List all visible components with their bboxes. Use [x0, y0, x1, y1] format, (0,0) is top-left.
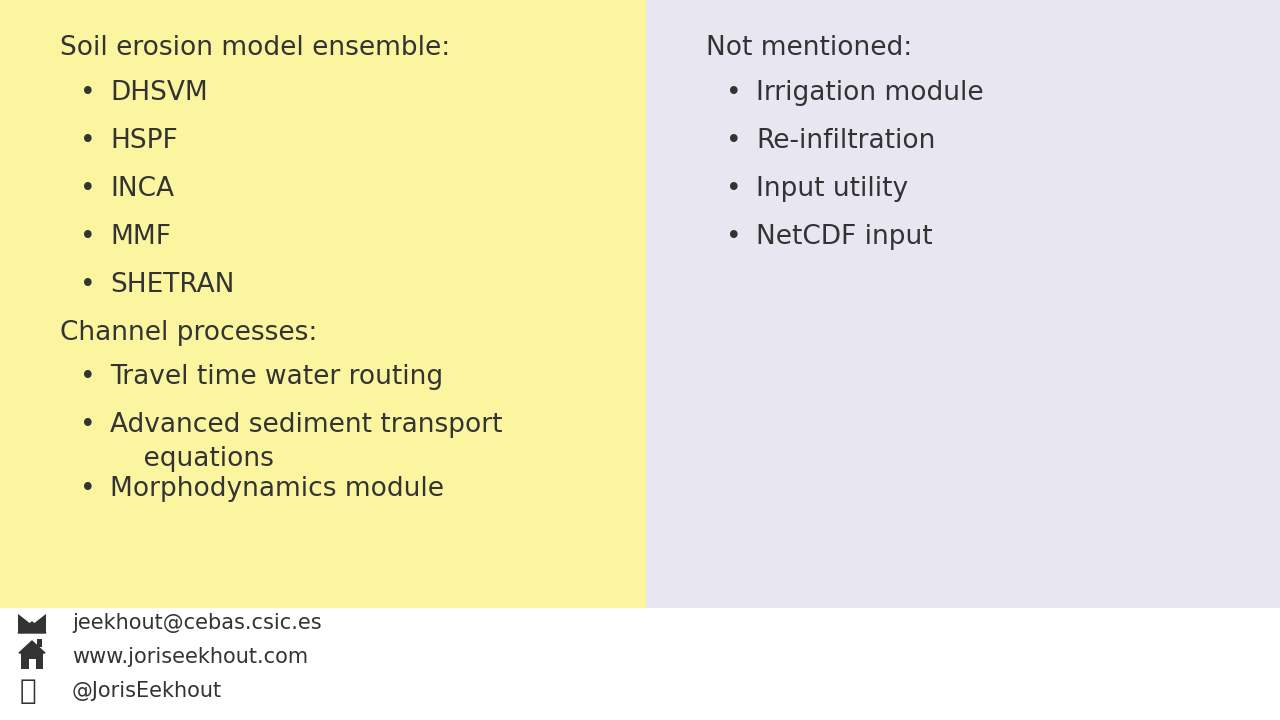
Polygon shape [19, 641, 45, 653]
Text: 🐦: 🐦 [20, 677, 37, 705]
Text: •: • [79, 80, 96, 106]
Text: •: • [727, 80, 742, 106]
Text: equations: equations [110, 446, 274, 472]
Text: Soil erosion model ensemble:: Soil erosion model ensemble: [60, 35, 451, 61]
Text: •: • [79, 412, 96, 438]
Text: •: • [727, 176, 742, 202]
Text: INCA: INCA [110, 176, 174, 202]
Text: DHSVM: DHSVM [110, 80, 207, 106]
Text: •: • [79, 272, 96, 298]
Bar [0, 608, 1280, 720]
Bar [28, 659, 36, 669]
Text: Not mentioned:: Not mentioned: [707, 35, 913, 61]
Text: NetCDF input: NetCDF input [756, 224, 933, 250]
Text: Travel time water routing: Travel time water routing [110, 364, 443, 390]
Text: Advanced sediment transport: Advanced sediment transport [110, 412, 503, 438]
Text: SHETRAN: SHETRAN [110, 272, 234, 298]
Text: •: • [79, 128, 96, 154]
Bar [646, 0, 1280, 608]
Text: •: • [79, 364, 96, 390]
Text: Input utility: Input utility [756, 176, 909, 202]
Polygon shape [18, 622, 46, 633]
Text: •: • [79, 224, 96, 250]
Text: •: • [727, 128, 742, 154]
Bar [0, 0, 646, 608]
Text: Irrigation module: Irrigation module [756, 80, 984, 106]
Bar [20, 652, 44, 669]
Text: •: • [79, 476, 96, 502]
Polygon shape [18, 613, 46, 624]
Text: www.joriseekhout.com: www.joriseekhout.com [72, 647, 308, 667]
Bar [18, 613, 46, 633]
Text: Morphodynamics module: Morphodynamics module [110, 476, 444, 502]
Text: •: • [727, 224, 742, 250]
Text: MMF: MMF [110, 224, 172, 250]
Text: Re-infiltration: Re-infiltration [756, 128, 936, 154]
Text: Channel processes:: Channel processes: [60, 320, 317, 346]
Text: •: • [79, 176, 96, 202]
Text: jeekhout@cebas.csic.es: jeekhout@cebas.csic.es [72, 613, 321, 633]
Text: @JorisEekhout: @JorisEekhout [72, 681, 223, 701]
Bar [37, 639, 42, 647]
Text: HSPF: HSPF [110, 128, 178, 154]
